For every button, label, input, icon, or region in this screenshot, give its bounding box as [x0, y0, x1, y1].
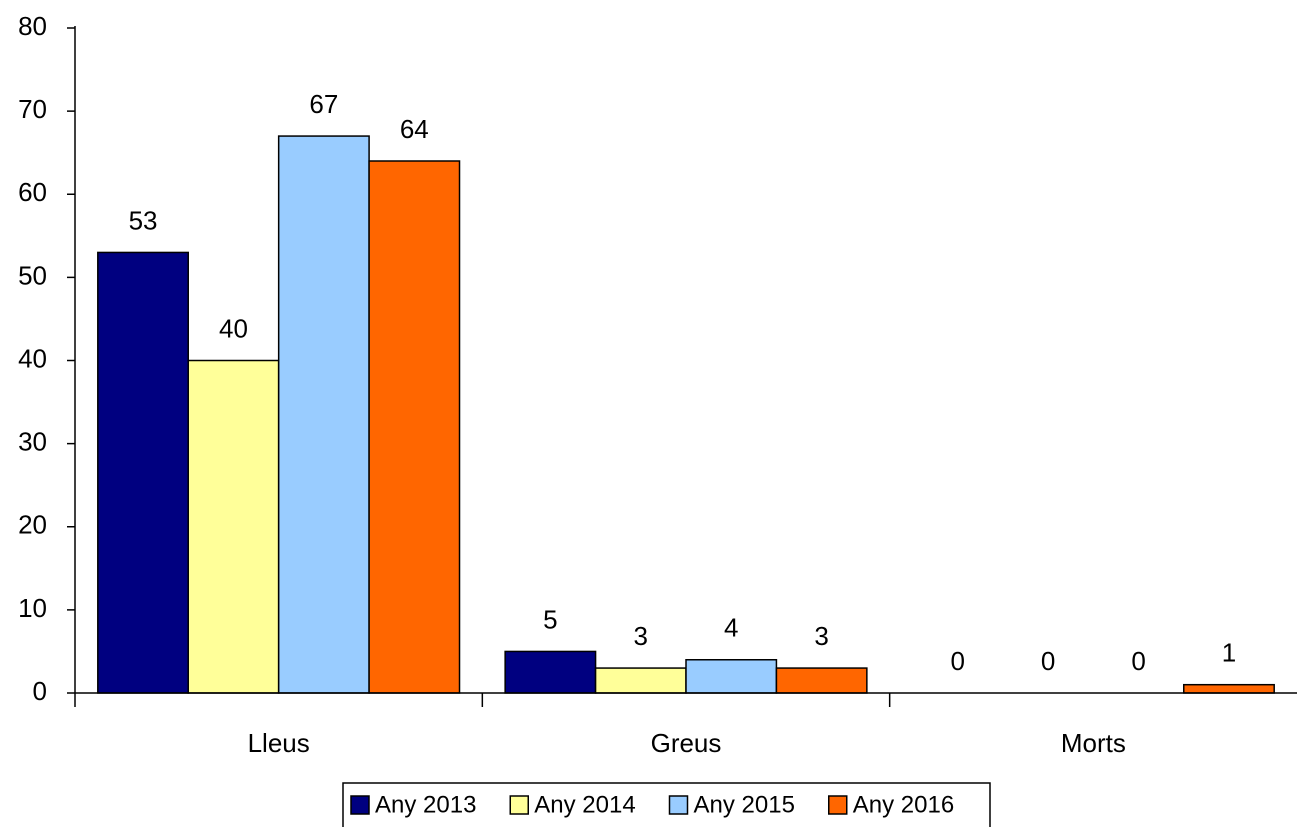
- y-tick-label: 70: [18, 94, 47, 124]
- value-label: 0: [1131, 646, 1145, 676]
- legend-label: Any 2015: [694, 791, 795, 818]
- value-label: 3: [814, 621, 828, 651]
- legend-swatch: [668, 795, 689, 815]
- legend-label: Any 2016: [853, 791, 954, 818]
- y-tick-label: 80: [18, 11, 47, 41]
- y-tick-label: 10: [18, 593, 47, 623]
- y-tick-label: 30: [18, 427, 47, 457]
- bar: [775, 667, 868, 694]
- value-label: 0: [1041, 646, 1055, 676]
- bar: [368, 160, 461, 694]
- value-label: 53: [129, 205, 158, 235]
- y-tick-label: 50: [18, 260, 47, 290]
- value-label: 67: [309, 89, 338, 119]
- y-tick-label: 20: [18, 510, 47, 540]
- x-tick-label: Morts: [1061, 728, 1126, 758]
- bar: [277, 135, 370, 694]
- legend: Any 2013 Any 2014 Any 2015 Any 2016: [342, 782, 991, 827]
- bar: [504, 650, 597, 694]
- y-tick-label: 40: [18, 343, 47, 373]
- legend-swatch: [828, 795, 848, 815]
- y-tick-label: 60: [18, 177, 47, 207]
- legend-swatch: [350, 795, 370, 815]
- value-label: 0: [950, 646, 964, 676]
- x-tick-label: Lleus: [248, 728, 310, 758]
- bar: [97, 251, 189, 694]
- value-label: 40: [219, 313, 248, 343]
- legend-box: [342, 782, 991, 827]
- value-label: 5: [543, 604, 557, 634]
- value-label: 4: [724, 613, 738, 643]
- bar: [685, 659, 778, 694]
- value-label: 1: [1222, 638, 1236, 668]
- value-label: 3: [634, 621, 648, 651]
- bar: [594, 667, 687, 694]
- y-tick-label: 0: [33, 676, 47, 706]
- value-label: 64: [400, 114, 429, 144]
- legend-swatch: [509, 795, 529, 815]
- bar: [1183, 683, 1275, 694]
- x-tick-label: Greus: [651, 728, 722, 758]
- legend-label: Any 2014: [534, 791, 635, 818]
- legend-label: Any 2013: [375, 791, 476, 818]
- bar: [187, 359, 280, 694]
